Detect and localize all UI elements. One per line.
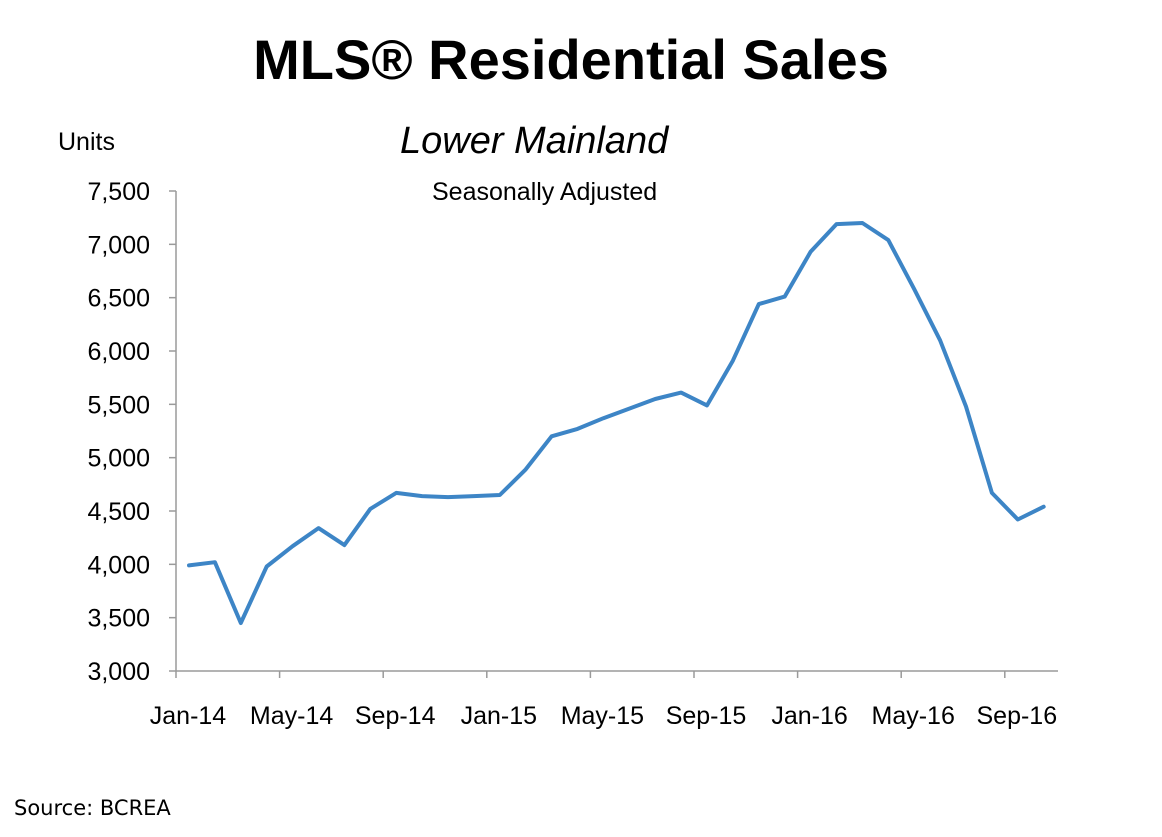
x-tick-label: May-14 xyxy=(250,702,333,730)
y-tick-label: 3,500 xyxy=(87,605,150,633)
x-axis: Jan-14 May-14 Sep-14 Jan-15 May-15 Sep-15 Jan-… xyxy=(150,670,1058,730)
x-tick-label: Sep-15 xyxy=(666,702,747,730)
y-axis-label: Units xyxy=(58,128,115,156)
y-tick-label: 7,000 xyxy=(87,231,150,259)
x-tick-label: Sep-16 xyxy=(976,702,1057,730)
y-tick-label: 4,500 xyxy=(87,498,150,526)
chart-title: MLS® Residential Sales xyxy=(253,28,889,91)
y-tick-label: 7,500 xyxy=(87,178,150,206)
y-tick-label: 3,000 xyxy=(87,658,150,686)
x-tick-label: Sep-14 xyxy=(355,702,436,730)
x-tick-label: May-16 xyxy=(872,702,955,730)
x-tick-label: Jan-15 xyxy=(461,702,537,730)
y-tick-label: 5,000 xyxy=(87,445,150,473)
series-layer xyxy=(187,221,1046,625)
y-tick-label: 6,000 xyxy=(87,338,150,366)
y-tick-label: 4,000 xyxy=(87,551,150,579)
source-note: Source: BCREA xyxy=(14,796,171,820)
chart-note: Seasonally Adjusted xyxy=(432,178,658,206)
x-tick-label: Jan-14 xyxy=(150,702,227,730)
y-axis: 3,000 3,500 4,000 4,500 5,000 5,500 6,000 6,500… xyxy=(87,178,177,686)
y-tick-label: 6,500 xyxy=(87,285,150,313)
series-line-0 xyxy=(187,221,1046,625)
x-tick-label: Jan-16 xyxy=(771,702,847,730)
x-tick-label: May-15 xyxy=(561,702,644,730)
chart-subtitle: Lower Mainland xyxy=(400,120,669,162)
y-tick-label: 5,500 xyxy=(87,391,150,419)
